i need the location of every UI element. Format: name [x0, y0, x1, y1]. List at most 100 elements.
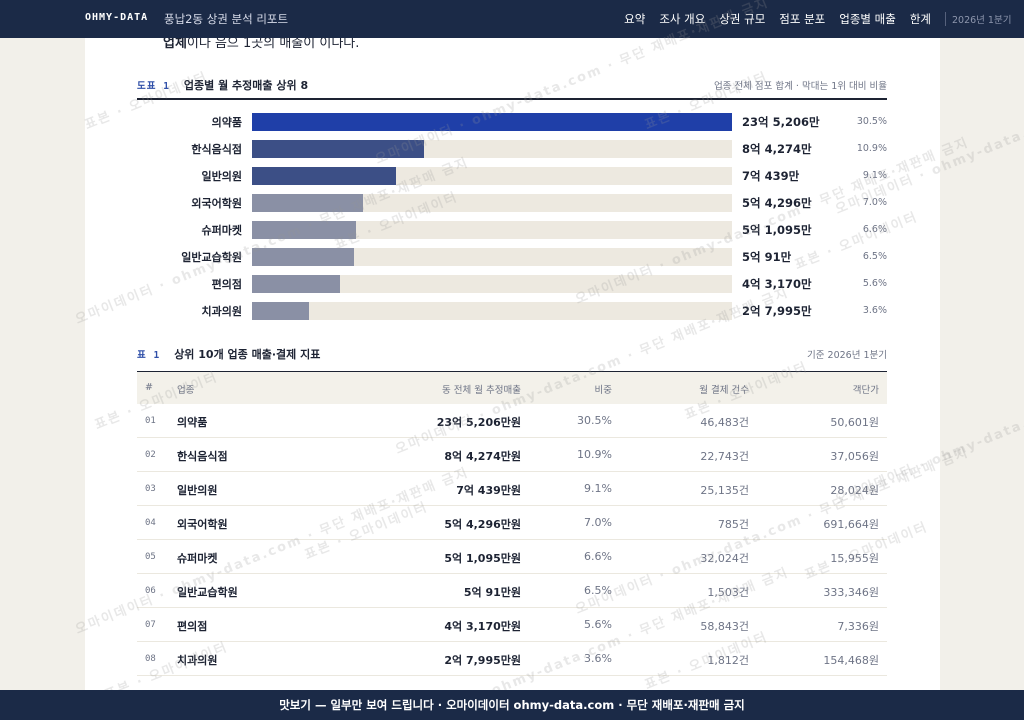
nav-period-label: 2026년 1분기 [952, 15, 1012, 26]
nav-item-survey-overview[interactable]: 조사 개요 [659, 12, 706, 26]
bar-share-label: 10.9% [856, 143, 887, 154]
intro-rest: 이다 음으 1곳의 매출이 이다다. [186, 38, 360, 51]
row-rank: 02 [145, 450, 156, 460]
row-rank: 03 [145, 484, 156, 494]
bar-share-label: 30.5% [856, 116, 887, 127]
table-row: 07 편의점 4억 3,170만원 5.6% 58,843건 7,336원 [137, 608, 887, 642]
col-monthly-sales: 동 전체 월 추정매출 [442, 385, 521, 396]
bar-share-label: 6.6% [862, 224, 887, 235]
bar-label: 슈퍼마켓 [201, 224, 242, 237]
row-industry: 일반의원 [177, 484, 218, 497]
row-rank: 08 [145, 654, 156, 664]
nav-item-sales-by-industry[interactable]: 업종별 매출 [839, 12, 896, 26]
row-share: 3.6% [584, 652, 612, 665]
bar-track [252, 275, 732, 293]
bar-share-label: 3.6% [862, 305, 887, 316]
bar-share-label: 7.0% [862, 197, 887, 208]
bar-mark [252, 140, 424, 158]
col-industry: 업종 [177, 385, 195, 396]
bar-share-label: 9.1% [862, 170, 887, 181]
row-monthly-sales: 4억 3,170만원 [444, 620, 521, 633]
intro-bold: 업체 [163, 38, 187, 51]
bar-value-label: 5억 91만 [742, 250, 792, 264]
row-rank: 07 [145, 620, 156, 630]
row-rank: 06 [145, 586, 156, 596]
bar-value-label: 23억 5,206만 [742, 115, 820, 129]
bar-row: 의약품 23억 5,206만 30.5% [137, 113, 887, 131]
col-rank: # [145, 382, 153, 393]
bar-mark [252, 275, 340, 293]
intro-text-fragment: 업체이다 음으 1곳의 매출이 이다다. [163, 38, 359, 51]
table-row: 08 치과의원 2억 7,995만원 3.6% 1,812건 154,468원 [137, 642, 887, 676]
bar-row: 한식음식점 8억 4,274만 10.9% [137, 140, 887, 158]
row-monthly-sales: 8억 4,274만원 [444, 450, 521, 463]
row-industry: 치과의원 [177, 654, 218, 667]
figure1-title: 업종별 월 추정매출 상위 8 [183, 79, 309, 92]
bar-value-label: 5억 4,296만 [742, 196, 812, 210]
bar-mark [252, 248, 354, 266]
nav-item-limitations[interactable]: 한계 [909, 12, 931, 26]
col-avg-ticket: 객단가 [852, 385, 879, 396]
row-monthly-sales: 7억 439만원 [456, 484, 521, 497]
bar-row: 일반교습학원 5억 91만 6.5% [137, 248, 887, 266]
bar-row: 슈퍼마켓 5억 1,095만 6.6% [137, 221, 887, 239]
row-avg-ticket: 333,346원 [823, 586, 879, 599]
bar-track [252, 194, 732, 212]
row-payment-count: 22,743건 [700, 450, 749, 463]
row-avg-ticket: 37,056원 [830, 450, 879, 463]
row-payment-count: 58,843건 [700, 620, 749, 633]
bar-value-label: 8억 4,274만 [742, 142, 812, 156]
table-header-row: # 업종 동 전체 월 추정매출 비중 월 결제 건수 객단가 [137, 371, 887, 404]
figure1-tag: 도표 1 [137, 81, 170, 92]
row-payment-count: 46,483건 [700, 416, 749, 429]
table1-note: 기준 2026년 1분기 [807, 350, 887, 361]
brand-logo[interactable]: OHMY-DATA [85, 12, 149, 23]
row-payment-count: 1,812건 [707, 654, 749, 667]
bar-mark [252, 302, 309, 320]
bar-track [252, 248, 732, 266]
row-monthly-sales: 23억 5,206만원 [436, 416, 521, 429]
table1-title: 상위 10개 업종 매출·결제 지표 [174, 348, 321, 361]
col-payment-count: 월 결제 건수 [699, 385, 749, 396]
bar-label: 일반교습학원 [181, 251, 242, 264]
row-avg-ticket: 154,468원 [823, 654, 879, 667]
row-avg-ticket: 691,664원 [823, 518, 879, 531]
table-row: 04 외국어학원 5억 4,296만원 7.0% 785건 691,664원 [137, 506, 887, 540]
row-monthly-sales: 5억 4,296만원 [444, 518, 521, 531]
row-monthly-sales: 5억 1,095만원 [444, 552, 521, 565]
report-page: 업체이다 음으 1곳의 매출이 이다다. 도표 1 업종별 월 추정매출 상위 … [85, 38, 940, 690]
nav-item-market-size[interactable]: 상권 규모 [719, 12, 766, 26]
row-payment-count: 785건 [717, 518, 749, 531]
bar-track [252, 113, 732, 131]
bar-row: 외국어학원 5억 4,296만 7.0% [137, 194, 887, 212]
row-rank: 05 [145, 552, 156, 562]
row-payment-count: 1,503건 [707, 586, 749, 599]
bar-label: 일반의원 [201, 170, 242, 183]
bar-row: 일반의원 7억 439만 9.1% [137, 167, 887, 185]
row-rank: 01 [145, 416, 156, 426]
row-industry: 외국어학원 [177, 518, 228, 531]
row-share: 6.5% [584, 584, 612, 597]
top-navigation-bar: OHMY-DATA 풍납2동 상권 분석 리포트 요약 조사 개요 상권 규모 … [0, 0, 1024, 38]
table-row: 02 한식음식점 8억 4,274만원 10.9% 22,743건 37,056원 [137, 438, 887, 472]
table-row: 05 슈퍼마켓 5억 1,095만원 6.6% 32,024건 15,955원 [137, 540, 887, 574]
table1-tag: 표 1 [137, 350, 161, 361]
preview-footer-banner: 맛보기 — 일부만 보여 드립니다 · 오마이데이터 ohmy-data.com… [0, 690, 1024, 720]
table-row: 01 의약품 23억 5,206만원 30.5% 46,483건 50,601원 [137, 404, 887, 438]
section-nav: 요약 조사 개요 상권 규모 점포 분포 업종별 매출 한계 2026년 1분기 [610, 0, 1024, 38]
table-row: 06 일반교습학원 5억 91만원 6.5% 1,503건 333,346원 [137, 574, 887, 608]
row-monthly-sales: 2억 7,995만원 [444, 654, 521, 667]
row-industry: 일반교습학원 [177, 586, 238, 599]
bar-value-label: 4억 3,170만 [742, 277, 812, 291]
bar-label: 치과의원 [201, 305, 242, 318]
nav-item-store-distribution[interactable]: 점포 분포 [779, 12, 826, 26]
bar-track [252, 221, 732, 239]
table-row: 03 일반의원 7억 439만원 9.1% 25,135건 28,024원 [137, 472, 887, 506]
nav-divider [945, 12, 946, 26]
bar-value-label: 2억 7,995만 [742, 304, 812, 318]
row-avg-ticket: 7,336원 [837, 620, 879, 633]
nav-item-summary[interactable]: 요약 [624, 12, 646, 26]
table1-header: 표 1 상위 10개 업종 매출·결제 지표 기준 2026년 1분기 [137, 346, 887, 362]
row-share: 30.5% [577, 414, 612, 427]
figure1-rule [137, 98, 887, 100]
